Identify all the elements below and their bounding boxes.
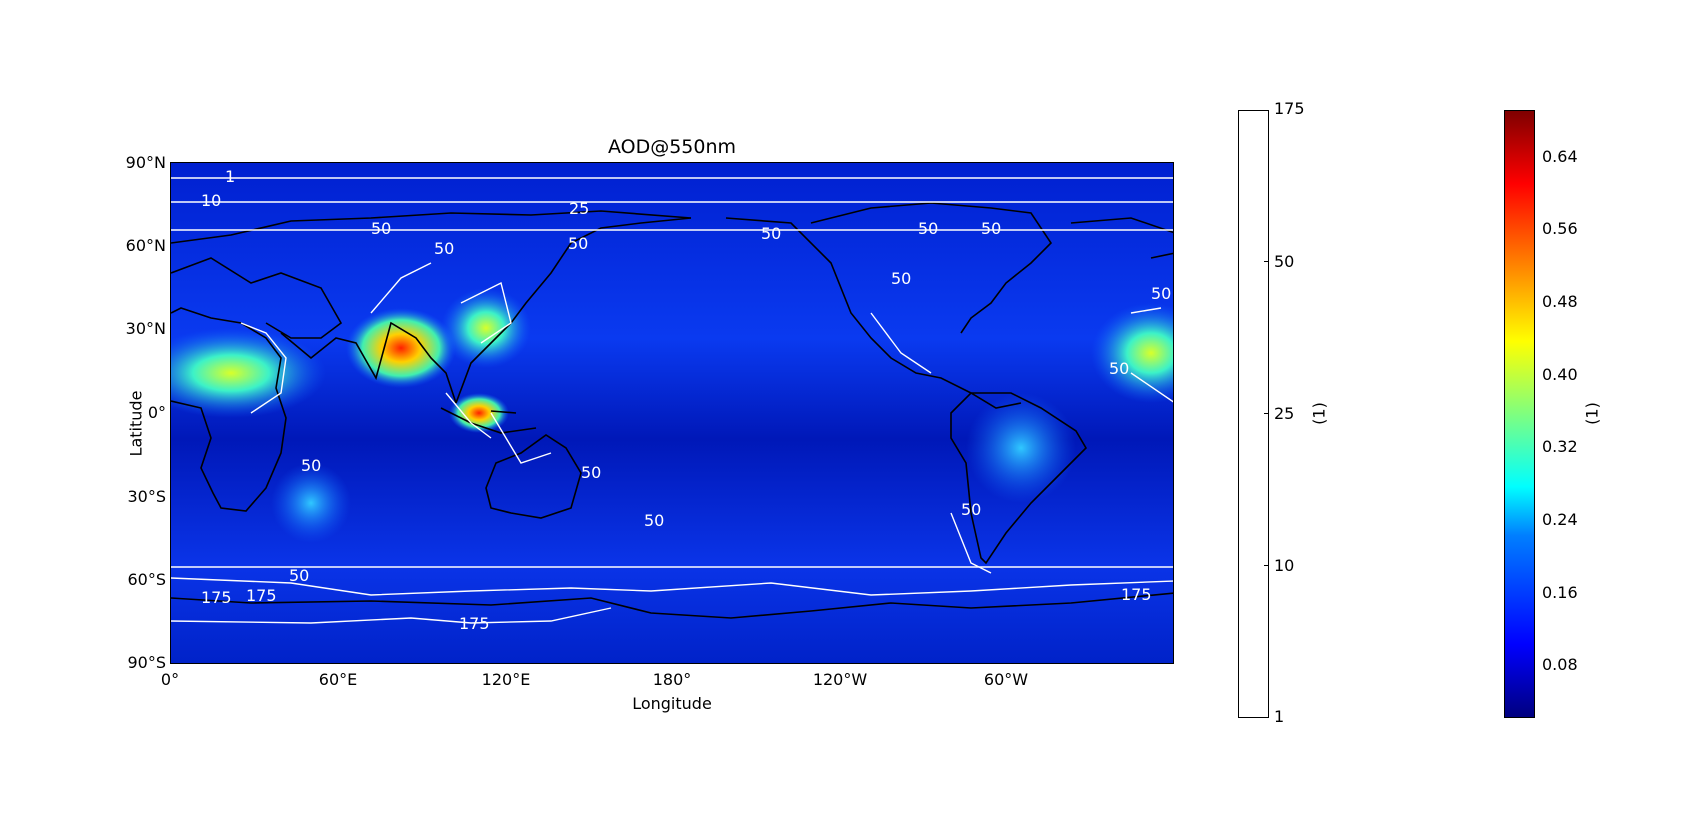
lat-tick: 90°N <box>125 153 166 172</box>
lon-tick: 60°E <box>318 670 358 689</box>
contour-label: 50 <box>581 463 601 482</box>
aod-hotspot-africa-south <box>271 463 351 543</box>
aod-colorbar <box>1504 110 1535 718</box>
contour-colorbar-tick: 25 <box>1274 404 1295 423</box>
contour-label: 50 <box>289 566 309 585</box>
contour-label: 50 <box>434 239 454 258</box>
chart-title: AOD@550nm <box>607 136 737 158</box>
lat-tick: 30°N <box>125 319 166 338</box>
x-axis-title: Longitude <box>632 694 712 713</box>
aod-hotspot-china <box>441 288 531 368</box>
contour-label: 50 <box>961 500 981 519</box>
contour-colorbar <box>1238 110 1269 718</box>
lat-tick: 60°N <box>125 236 166 255</box>
lon-tick: 60°W <box>983 670 1029 689</box>
lat-tick: 30°S <box>127 487 166 506</box>
contour-colorbar-unit: (1) <box>1309 402 1329 425</box>
contour-label: 25 <box>569 199 589 218</box>
contour-label: 50 <box>761 224 781 243</box>
aod-hotspot-indonesia <box>449 393 509 433</box>
contour-lines <box>171 177 1173 624</box>
contour-colorbar-tick: 175 <box>1274 99 1305 118</box>
contour-label: 50 <box>1151 284 1171 303</box>
contour-label: 10 <box>201 191 221 210</box>
lon-tick: 120°W <box>812 670 868 689</box>
contour-label: 50 <box>371 219 391 238</box>
lat-tick: 90°S <box>127 653 166 672</box>
y-axis-title: Latitude <box>126 390 146 457</box>
aod-hotspot-amazon <box>966 393 1076 503</box>
contour-label: 50 <box>981 219 1001 238</box>
contour-label: 175 <box>246 586 277 605</box>
lat-tick: 0° <box>147 403 166 422</box>
contour-colorbar-tickmark <box>1264 565 1269 566</box>
contour-label: 50 <box>1109 359 1129 378</box>
aod-hotspot-atlantic <box>1091 303 1173 403</box>
lat-tick: 60°S <box>127 570 166 589</box>
aod-colorbar-tick: 0.48 <box>1542 292 1578 311</box>
map-plot-area: 1 10 25 50 50 50 50 50 50 50 50 50 50 50… <box>170 162 1174 664</box>
contour-label: 1 <box>225 167 235 186</box>
aod-colorbar-tick: 0.08 <box>1542 655 1578 674</box>
aod-colorbar-tick: 0.64 <box>1542 147 1578 166</box>
lon-tick: 180° <box>652 670 692 689</box>
contour-label: 50 <box>644 511 664 530</box>
contour-colorbar-tick: 50 <box>1274 252 1295 271</box>
lon-tick: 120°E <box>481 670 531 689</box>
contour-label: 175 <box>459 614 490 633</box>
contour-label: 175 <box>201 588 232 607</box>
map-canvas: 1 10 25 50 50 50 50 50 50 50 50 50 50 50… <box>171 163 1173 663</box>
coastlines <box>171 202 1173 619</box>
contour-label: 50 <box>301 456 321 475</box>
contour-label: 50 <box>918 219 938 238</box>
aod-hotspot-sahara <box>171 328 326 418</box>
contour-label-group: 1 10 25 50 50 50 50 50 50 50 50 50 50 50… <box>201 167 1171 633</box>
aod-colorbar-tick: 0.40 <box>1542 365 1578 384</box>
contour-colorbar-tickmark <box>1264 413 1269 414</box>
contour-colorbar-tick: 10 <box>1274 556 1295 575</box>
aod-colorbar-unit: (1) <box>1582 402 1602 425</box>
aod-colorbar-tick: 0.32 <box>1542 437 1578 456</box>
contour-label: 50 <box>568 234 588 253</box>
lon-tick: 0° <box>160 670 180 689</box>
contour-label: 50 <box>891 269 911 288</box>
aod-hotspot-india <box>346 308 456 388</box>
aod-colorbar-tick: 0.16 <box>1542 583 1578 602</box>
contour-colorbar-tick: 1 <box>1274 707 1285 726</box>
contour-label: 175 <box>1121 585 1152 604</box>
aod-colorbar-tick: 0.24 <box>1542 510 1578 529</box>
aod-colorbar-tick: 0.56 <box>1542 219 1578 238</box>
contour-colorbar-tickmark <box>1264 261 1269 262</box>
